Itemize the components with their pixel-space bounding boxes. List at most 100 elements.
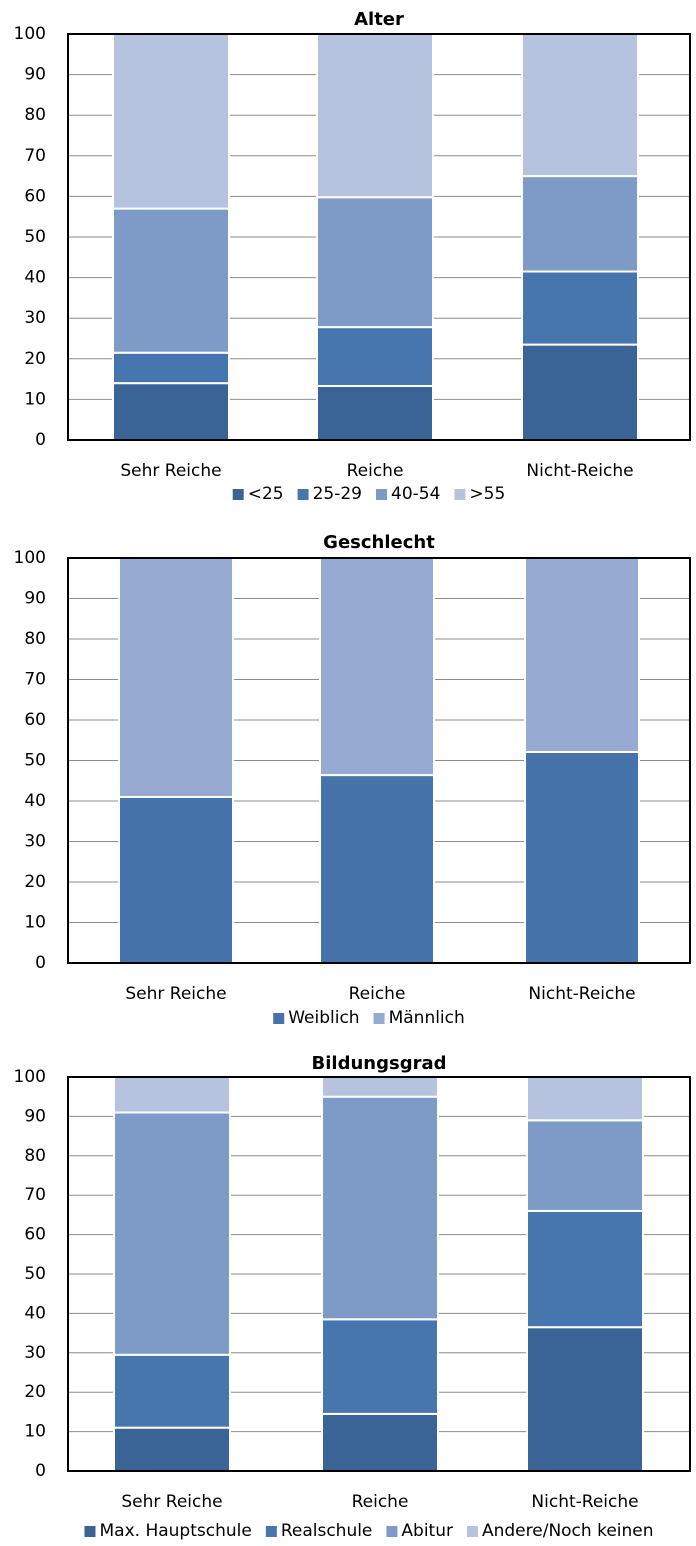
y-tick-label: 40	[24, 268, 46, 288]
bar-segment	[113, 1426, 231, 1473]
bar-segment	[521, 270, 639, 346]
bar-segment	[321, 1076, 439, 1098]
bar-segment	[321, 1095, 439, 1321]
x-tick-label: Nicht-Reiche	[526, 461, 633, 481]
y-tick-label: 20	[24, 1382, 46, 1402]
bar-segment	[524, 557, 640, 753]
bar-segment	[526, 1326, 644, 1472]
x-tick-label: Reiche	[349, 984, 406, 1004]
legend-label: 25-29	[313, 484, 362, 504]
y-tick-label: 70	[24, 146, 46, 166]
legend-label: <25	[248, 484, 284, 504]
bar-segment	[521, 33, 639, 178]
y-tick-label: 50	[24, 751, 46, 771]
plot-frame	[67, 33, 691, 441]
bar-segment	[316, 33, 434, 199]
legend-label: Männlich	[389, 1008, 465, 1028]
bar-segment	[521, 343, 639, 441]
y-tick-label: 50	[24, 1264, 46, 1284]
legend-swatch	[232, 489, 244, 500]
x-tick-label: Reiche	[352, 1492, 409, 1512]
chart-title: Geschlecht	[323, 532, 435, 553]
y-tick-label: 90	[24, 1106, 46, 1126]
y-tick-label: 60	[24, 1225, 46, 1245]
y-tick-label: 40	[24, 1303, 46, 1323]
y-tick-label: 0	[35, 953, 46, 973]
legend-label: Andere/Noch keinen	[482, 1521, 654, 1541]
bar-segment	[113, 1111, 231, 1356]
y-tick-label: 20	[24, 349, 46, 369]
bar-segment	[316, 196, 434, 329]
y-tick-label: 10	[24, 389, 46, 409]
bar-segment	[521, 175, 639, 273]
bar-segment	[112, 33, 230, 210]
bar-segment	[112, 351, 230, 385]
x-tick-label: Nicht-Reiche	[531, 1492, 638, 1512]
legend-swatch	[297, 489, 309, 500]
legend-label: Abitur	[401, 1521, 453, 1541]
legend-label: Weiblich	[288, 1008, 359, 1028]
y-tick-label: 70	[24, 670, 46, 690]
legend-label: Realschule	[281, 1521, 373, 1541]
legend-swatch	[273, 1013, 285, 1024]
x-tick-label: Sehr Reiche	[125, 984, 226, 1004]
bar-segment	[113, 1353, 231, 1429]
legend-label: >55	[469, 484, 505, 504]
bar-segment	[112, 207, 230, 354]
y-tick-label: 70	[24, 1185, 46, 1205]
chart-title: Alter	[354, 9, 404, 30]
x-tick-label: Sehr Reiche	[121, 1492, 222, 1512]
x-tick-label: Reiche	[347, 461, 404, 481]
y-tick-label: 90	[24, 589, 46, 609]
bar-segment	[113, 1076, 231, 1114]
plot-frame	[67, 557, 691, 964]
legend-swatch	[373, 1013, 385, 1024]
y-tick-label: 80	[24, 629, 46, 649]
y-tick-label: 30	[24, 1343, 46, 1363]
y-tick-label: 20	[24, 872, 46, 892]
y-tick-label: 10	[24, 913, 46, 933]
y-tick-label: 10	[24, 1422, 46, 1442]
y-tick-label: 100	[14, 24, 46, 44]
bar-segment	[319, 557, 435, 777]
y-tick-label: 90	[24, 65, 46, 85]
plot-frame	[67, 1076, 691, 1472]
bar-segment	[526, 1076, 644, 1122]
legend-label: 40-54	[391, 484, 440, 504]
legend-label: Max. Hauptschule	[99, 1521, 251, 1541]
legend-swatch	[84, 1526, 96, 1537]
x-tick-label: Nicht-Reiche	[528, 984, 635, 1004]
bar-segment	[118, 795, 234, 965]
y-tick-label: 40	[24, 791, 46, 811]
bar-segment	[321, 1412, 439, 1472]
legend-swatch	[386, 1526, 398, 1537]
bar-segment	[319, 774, 435, 965]
legend-swatch	[466, 1526, 478, 1537]
bar-segment	[316, 385, 434, 442]
chart-title: Bildungsgrad	[312, 1053, 447, 1074]
y-tick-label: 30	[24, 832, 46, 852]
bar-segment	[316, 326, 434, 388]
x-tick-label: Sehr Reiche	[120, 461, 221, 481]
y-tick-label: 30	[24, 308, 46, 328]
legend-swatch	[376, 489, 387, 500]
y-tick-label: 60	[24, 186, 46, 206]
legend-swatch	[265, 1526, 277, 1537]
y-tick-label: 80	[24, 1146, 46, 1166]
bar-segment	[112, 382, 230, 442]
bar-segment	[526, 1119, 644, 1212]
y-tick-label: 80	[24, 105, 46, 125]
y-tick-label: 60	[24, 710, 46, 730]
y-tick-label: 0	[35, 430, 46, 450]
y-tick-label: 100	[14, 1067, 46, 1087]
y-tick-label: 100	[14, 548, 46, 568]
bar-segment	[321, 1318, 439, 1415]
y-tick-label: 0	[35, 1461, 46, 1481]
bar-segment	[526, 1209, 644, 1329]
bar-segment	[524, 750, 640, 964]
bar-segment	[118, 557, 234, 798]
y-tick-label: 50	[24, 227, 46, 247]
legend-swatch	[454, 489, 466, 500]
